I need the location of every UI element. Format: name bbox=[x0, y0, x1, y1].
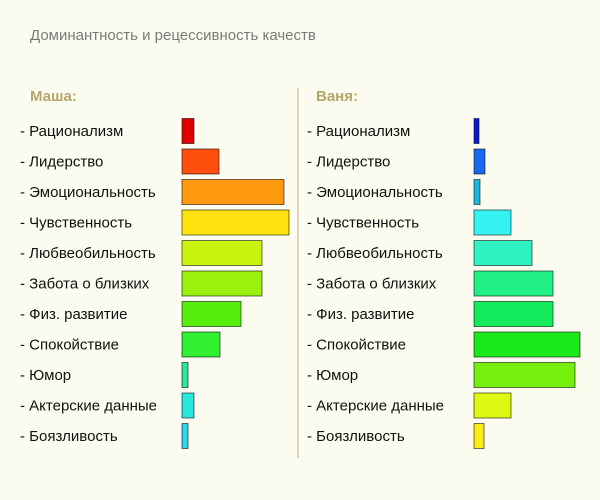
bar-vanya bbox=[473, 209, 512, 236]
category-label-vanya: - Забота о близких bbox=[307, 276, 437, 293]
category-label-masha: - Актерские данные bbox=[20, 398, 157, 415]
chart-title: Доминантность и рецессивность качеств bbox=[30, 27, 316, 44]
category-label-vanya: - Эмоциональность bbox=[307, 184, 443, 201]
bar-masha bbox=[181, 209, 290, 236]
bar-masha bbox=[181, 392, 195, 419]
bar-vanya bbox=[473, 179, 481, 205]
bar-vanya bbox=[473, 392, 512, 419]
category-label-vanya: - Лидерство bbox=[307, 154, 390, 171]
bar-masha bbox=[181, 362, 189, 388]
bar-vanya bbox=[473, 331, 581, 358]
category-label-masha: - Эмоциональность bbox=[20, 184, 156, 201]
bar-masha bbox=[181, 270, 263, 297]
category-label-masha: - Юмор bbox=[20, 367, 71, 384]
category-label-masha: - Рационализм bbox=[20, 123, 123, 140]
bar-vanya bbox=[473, 423, 485, 449]
category-label-masha: - Спокойствие bbox=[20, 337, 119, 354]
bar-vanya bbox=[473, 118, 480, 144]
bar-masha bbox=[181, 118, 195, 144]
category-label-vanya: - Любвеобильность bbox=[307, 245, 443, 262]
category-label-masha: - Физ. развитие bbox=[20, 306, 128, 323]
category-label-masha: - Лидерство bbox=[20, 154, 103, 171]
bar-masha bbox=[181, 331, 221, 358]
bar-masha bbox=[181, 423, 189, 449]
category-label-masha: - Боязливость bbox=[20, 428, 118, 445]
category-label-vanya: - Чувственность bbox=[307, 215, 419, 232]
category-label-masha: - Чувственность bbox=[20, 215, 132, 232]
bar-masha bbox=[181, 240, 263, 266]
bar-vanya bbox=[473, 362, 576, 388]
category-label-vanya: - Физ. развитие bbox=[307, 306, 415, 323]
bar-vanya bbox=[473, 240, 533, 266]
category-label-masha: - Любвеобильность bbox=[20, 245, 156, 262]
series-name-vanya: Ваня: bbox=[316, 88, 358, 105]
category-label-masha: - Забота о близких bbox=[20, 276, 150, 293]
series-name-masha: Маша: bbox=[30, 88, 77, 105]
panel-divider bbox=[297, 88, 299, 458]
bar-masha bbox=[181, 179, 285, 205]
bar-masha bbox=[181, 301, 242, 327]
bar-masha bbox=[181, 148, 220, 175]
category-label-vanya: - Рационализм bbox=[307, 123, 410, 140]
bar-vanya bbox=[473, 270, 554, 297]
bar-vanya bbox=[473, 301, 554, 327]
category-label-vanya: - Юмор bbox=[307, 367, 358, 384]
category-label-vanya: - Спокойствие bbox=[307, 337, 406, 354]
category-label-vanya: - Боязливость bbox=[307, 428, 405, 445]
bar-vanya bbox=[473, 148, 486, 175]
category-label-vanya: - Актерские данные bbox=[307, 398, 444, 415]
